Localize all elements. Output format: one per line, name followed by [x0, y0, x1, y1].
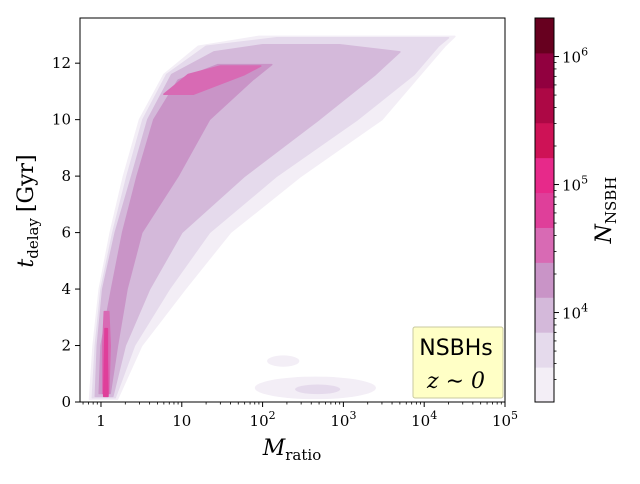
colorbar-segment	[535, 227, 554, 263]
colorbar-tick-label-base: 10	[562, 305, 581, 323]
colorbar-label: NNSBH	[592, 177, 620, 245]
colorbar-tick-label: 105	[562, 174, 588, 195]
x-tick-label-base: 10	[172, 412, 191, 430]
density-level-2-blob-2	[295, 384, 341, 395]
colorbar-tick-label: 104	[562, 302, 588, 323]
colorbar-segment	[535, 122, 554, 159]
colorbar-tick-label-exponent: 6	[581, 46, 588, 59]
x-tick-label-exponent: 5	[511, 409, 518, 422]
x-axis-label-subscript: ratio	[285, 446, 321, 464]
x-axis: 1 10 102 103 104 105	[82, 402, 518, 430]
annotation-line2: z ∼ 0	[426, 369, 485, 394]
colorbar-label-subscript: NSBH	[602, 177, 620, 225]
y-axis-label: tdelay [Gyr]	[14, 154, 42, 267]
colorbar-segment	[535, 262, 554, 298]
colorbar-segment	[535, 157, 554, 194]
x-tick-label-base: 10	[411, 412, 430, 430]
density-contours	[88, 35, 456, 400]
x-tick-label-exponent: 3	[349, 409, 356, 422]
x-tick-label-exponent: 4	[430, 409, 437, 422]
density-level-6-region-1	[102, 327, 109, 398]
colorbar-label-symbol: N	[592, 223, 617, 244]
colorbar-segment	[535, 297, 554, 333]
y-tick-label: 8	[61, 167, 71, 185]
colorbar-tick-label-base: 10	[562, 177, 581, 195]
y-tick-label: 6	[61, 224, 71, 242]
y-tick-label: 0	[61, 393, 71, 411]
colorbar-tick-label-base: 10	[562, 49, 581, 67]
y-tick-label: 10	[52, 111, 71, 129]
density-level-5-region-2	[163, 65, 262, 95]
annotation-line1: NSBHs	[419, 336, 493, 361]
x-tick-label: 102	[250, 409, 276, 430]
x-tick-label: 103	[330, 409, 356, 430]
annotation-box-background	[412, 326, 504, 399]
y-tick-label: 4	[61, 280, 71, 298]
x-tick-label: 10	[172, 412, 191, 430]
x-tick-label-base: 10	[330, 412, 349, 430]
x-tick-label: 104	[411, 409, 437, 430]
y-axis-label-subscript: delay	[24, 218, 42, 259]
x-tick-label: 1	[96, 412, 106, 430]
annotation-box: NSBHs z ∼ 0	[412, 326, 504, 399]
plot-frame	[79, 17, 506, 403]
colorbar-segment	[535, 192, 554, 228]
colorbar-segment	[535, 18, 554, 54]
colorbar-segment	[535, 332, 554, 368]
colorbar-tick-label-exponent: 5	[581, 174, 588, 187]
y-tick-label: 2	[61, 337, 71, 355]
colorbar-segment	[535, 367, 554, 403]
y-axis: 0 2 4 6 8 10 12	[52, 54, 80, 411]
x-tick-label-base: 10	[250, 412, 269, 430]
density-level-4-region-1	[98, 63, 273, 395]
colorbar-segment	[535, 87, 554, 124]
y-axis-label-unit: [Gyr]	[14, 154, 39, 212]
x-tick-label-base: 10	[492, 412, 511, 430]
x-axis-label: Mratio	[262, 436, 322, 464]
colorbar-tick-label-exponent: 4	[581, 302, 588, 315]
x-axis-label-symbol: M	[262, 436, 286, 461]
density-level-1-blob-3	[267, 355, 300, 367]
y-axis-label-symbol: t	[14, 259, 39, 268]
x-tick-label: 105	[492, 409, 518, 430]
y-tick-label: 12	[52, 54, 71, 72]
colorbar-tick-label: 106	[562, 46, 588, 67]
colorbar-frame	[534, 17, 555, 403]
x-tick-label-base: 1	[96, 412, 106, 430]
colorbar-segment	[535, 52, 554, 89]
x-tick-label-exponent: 2	[269, 409, 276, 422]
